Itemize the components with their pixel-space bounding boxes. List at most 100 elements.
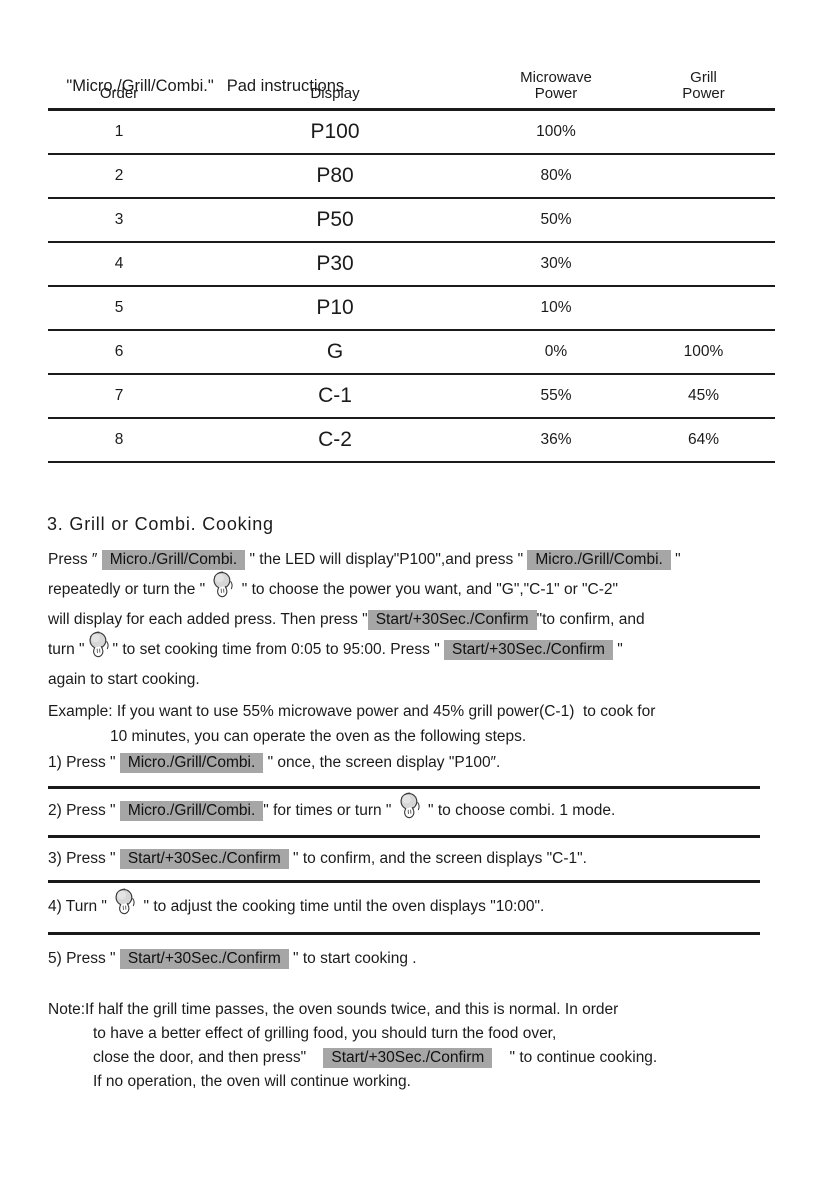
grill-cell [632,109,775,155]
col-header-display: Display [190,70,480,111]
text-line: 4) Turn " " to adjust the cooking time u… [48,888,545,920]
text-line: Press ″ Micro./Grill/Combi. " the LED wi… [48,545,681,575]
order-cell: 5 [48,286,190,331]
step-divider [48,786,760,789]
start-confirm-key-label: Start/+30Sec./Confirm [119,949,289,969]
microwave-cell: 100% [480,109,632,155]
micro-grill-combi-key-label: Micro./Grill/Combi. [101,550,246,570]
step-divider [48,835,760,838]
text-run: 4) Turn " [48,898,112,915]
text-run: " the LED will display"P100",and press " [245,551,528,568]
text-line: 3) Press " Start/+30Sec./Confirm " to co… [48,846,587,872]
start-confirm-key-label: Start/+30Sec./Confirm [367,610,537,630]
text-line: turn " " to set cooking time from 0:05 t… [48,631,681,665]
display-cell: P80 [190,154,480,199]
text-line: 10 minutes, you can operate the oven as … [48,724,655,749]
text-run: " to confirm, and the screen displays "C… [288,850,587,867]
micro-grill-combi-key-label: Micro./Grill/Combi. [527,550,671,570]
step-3: 3) Press " Start/+30Sec./Confirm " to co… [48,846,587,872]
table-row: 3 P50 50% [48,198,775,243]
order-cell: 7 [48,374,190,419]
text-run: 2) Press " [48,802,120,819]
text-run: again to start cooking. [48,671,200,688]
text-run: 5) Press " [48,950,120,967]
power-table-body: 1 P100 100% 2 P80 80% 3 P50 50% 4 P30 30% 5 P10 10% 6 G 0… [48,109,775,463]
text-line: 2) Press " Micro./Grill/Combi. " for time… [48,792,616,824]
text-run: " [670,551,681,568]
note-paragraph: Note:If half the grill time passes, the … [48,998,657,1094]
step-4: 4) Turn " " to adjust the cooking time u… [48,888,545,920]
table-row: 6 G 0% 100% [48,330,775,375]
text-line: 5) Press " Start/+30Sec./Confirm " to st… [48,946,417,972]
microwave-cell: 55% [480,374,632,419]
text-line: to have a better effect of grilling food… [48,1022,657,1046]
section-heading: 3. Grill or Combi. Cooking [47,514,274,534]
display-cell: C-2 [190,418,480,463]
dial-knob-icon [210,571,236,598]
text-run: If no operation, the oven will continue … [93,1073,411,1090]
text-line: again to start cooking. [48,665,681,695]
order-cell: 2 [48,154,190,199]
micro-grill-combi-key-label: Micro./Grill/Combi. [119,801,264,821]
text-run: 1) Press " [48,754,120,771]
microwave-cell: 36% [480,418,632,463]
microwave-cell: 0% [480,330,632,375]
step-2: 2) Press " Micro./Grill/Combi. " for time… [48,792,616,824]
start-confirm-key-label: Start/+30Sec./Confirm [323,1048,493,1068]
text-run: " to continue cooking. [492,1049,658,1066]
col-header-microwave-power: Microwave Power [480,70,632,111]
table-row: 1 P100 100% [48,109,775,155]
table-header: Order Display Microwave Power Grill Powe… [48,70,775,111]
step-1: 1) Press " Micro./Grill/Combi. " once, t… [48,750,500,776]
text-run: repeatedly or turn the " [48,581,210,598]
text-run: close the door, and then press" [93,1049,324,1066]
table-row: 8 C-2 36% 64% [48,418,775,463]
micro-grill-combi-key-label: Micro./Grill/Combi. [119,753,264,773]
microwave-cell: 80% [480,154,632,199]
dial-knob-icon [397,792,423,819]
display-cell: P50 [190,198,480,243]
grill-cell: 64% [632,418,775,463]
text-run: Press ″ [48,551,102,568]
text-run: " to set cooking time from 0:05 to 95:00… [112,641,445,658]
text-run: "to confirm, and [536,611,645,628]
text-run: " to start cooking . [288,950,417,967]
order-cell: 8 [48,418,190,463]
start-confirm-key-label: Start/+30Sec./Confirm [119,849,289,869]
example-paragraph: Example: If you want to use 55% microwav… [48,699,655,749]
text-run: " to choose the power you want, and "G",… [237,581,619,598]
intro-paragraph: Press ″ Micro./Grill/Combi. " the LED wi… [48,545,681,695]
text-run: " to choose combi. 1 mode. [423,802,616,819]
dial-knob-icon [112,888,138,915]
start-confirm-key-label: Start/+30Sec./Confirm [444,640,613,660]
display-cell: P30 [190,242,480,287]
table-row: 4 P30 30% [48,242,775,287]
text-line: close the door, and then press" Start/+3… [48,1046,657,1070]
text-run: " for times or turn " [263,802,396,819]
text-run: 10 minutes, you can operate the oven as … [110,728,527,745]
text-run: Note:If half the grill time passes, the … [48,1001,619,1018]
text-run: " once, the screen display "P100″. [263,754,501,771]
table-row: 5 P10 10% [48,286,775,331]
grill-cell [632,286,775,331]
table-header-row: Order Display Microwave Power Grill Powe… [48,70,775,111]
microwave-cell: 10% [480,286,632,331]
text-run: 3) Press " [48,850,120,867]
grill-cell [632,242,775,287]
text-run: " to adjust the cooking time until the o… [139,898,545,915]
text-run: will display for each added press. Then … [48,611,368,628]
order-cell: 1 [48,109,190,155]
step-5: 5) Press " Start/+30Sec./Confirm " to st… [48,946,417,972]
table-row: 2 P80 80% [48,154,775,199]
col-header-order: Order [48,70,190,111]
dial-knob-icon [86,631,112,658]
text-line: Note:If half the grill time passes, the … [48,998,657,1022]
step-divider [48,932,760,935]
display-cell: G [190,330,480,375]
order-cell: 6 [48,330,190,375]
order-cell: 4 [48,242,190,287]
grill-cell [632,154,775,199]
display-cell: P100 [190,109,480,155]
table-row: 7 C-1 55% 45% [48,374,775,419]
